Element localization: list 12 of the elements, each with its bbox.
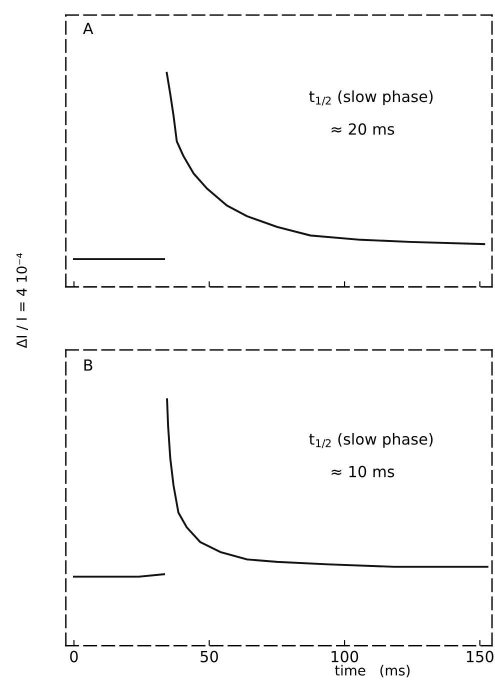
text: B xyxy=(84,360,92,371)
x-axis-title: time (ms) xyxy=(334,664,410,678)
x-tick-label: 100 xyxy=(332,650,358,662)
annotation: t$_{1/2}$ (slow phase) xyxy=(309,90,433,106)
x-tick-label: 0 xyxy=(70,650,78,662)
x-tick-label: 150 xyxy=(466,650,494,662)
annotation: t$_{1/2}$ (slow phase) xyxy=(309,432,433,448)
annotation: ≈ 20 ms xyxy=(332,123,394,135)
y-axis-title: ΔI / I = 4 10⁻⁴ xyxy=(16,253,28,348)
annotation: ≈ 10 ms xyxy=(332,466,394,478)
x-tick-label: 50 xyxy=(200,650,218,662)
text: A xyxy=(83,22,94,34)
